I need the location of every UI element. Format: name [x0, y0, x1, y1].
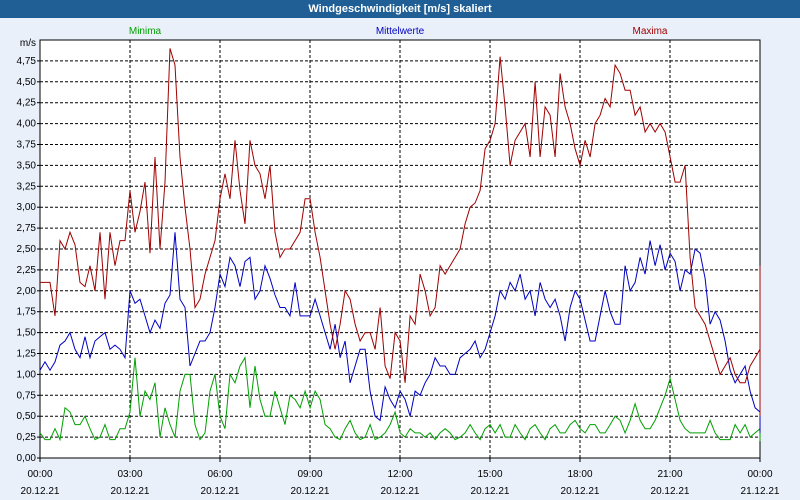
y-tick-label: 4,75 — [17, 56, 37, 67]
x-tick-time-label: 18:00 — [567, 469, 592, 480]
y-tick-label: 1,25 — [17, 349, 37, 360]
x-tick-date-label: 20.12.21 — [471, 486, 510, 497]
x-tick-time-label: 00:00 — [27, 469, 52, 480]
chart-title: Windgeschwindigkeit [m/s] skaliert — [0, 0, 800, 18]
x-tick-date-label: 20.12.21 — [21, 486, 60, 497]
y-tick-label: 0,50 — [17, 411, 37, 422]
y-tick-label: 1,50 — [17, 328, 37, 339]
y-tick-label: 2,25 — [17, 265, 37, 276]
y-tick-label: 0,00 — [17, 453, 37, 464]
y-tick-label: 4,25 — [17, 98, 37, 109]
x-tick-time-label: 09:00 — [297, 469, 322, 480]
x-tick-date-label: 21.12.21 — [741, 486, 780, 497]
y-tick-label: 0,25 — [17, 432, 37, 443]
y-tick-label: 2,00 — [17, 286, 37, 297]
x-tick-time-label: 03:00 — [117, 469, 142, 480]
y-tick-label: 3,50 — [17, 160, 37, 171]
x-tick-time-label: 15:00 — [477, 469, 502, 480]
chart-area: 0,00 0,25 0,50 0,75 1,00 1,25 1,50 1,75 2,00 2,25… — [0, 18, 800, 500]
series-line-mittelwerte — [39, 232, 761, 433]
legend-minima: Minima — [129, 26, 162, 37]
series-line-maxima — [40, 48, 761, 417]
x-tick-date-label: 20.12.21 — [561, 486, 600, 497]
plot-border — [39, 39, 761, 459]
y-tick-label: 1,75 — [17, 307, 37, 318]
x-tick-time-label: 12:00 — [387, 469, 412, 480]
y-tick-label: 3,00 — [17, 202, 37, 213]
y-tick-label: 4,00 — [17, 119, 37, 130]
x-tick-date-label: 20.12.21 — [651, 486, 690, 497]
wind-speed-line-chart: 0,00 0,25 0,50 0,75 1,00 1,25 1,50 1,75 2,00 2,25… — [17, 26, 780, 497]
x-tick-date-label: 20.12.21 — [201, 486, 240, 497]
y-tick-label: 2,50 — [17, 244, 37, 255]
x-tick-time-label: 00:00 — [747, 469, 772, 480]
y-axis-unit-label: m/s — [20, 38, 36, 49]
y-tick-label: 3,25 — [17, 181, 37, 192]
x-tick-date-label: 20.12.21 — [381, 486, 420, 497]
legend-mittelwerte: Mittelwerte — [376, 26, 425, 37]
x-tick-time-label: 06:00 — [207, 469, 232, 480]
x-tick-time-label: 21:00 — [657, 469, 682, 480]
y-tick-label: 3,75 — [17, 140, 37, 151]
y-tick-label: 0,75 — [17, 390, 37, 401]
x-tick-date-label: 20.12.21 — [291, 486, 330, 497]
x-tick-date-label: 20.12.21 — [111, 486, 150, 497]
y-tick-label: 1,00 — [17, 369, 37, 380]
legend-maxima: Maxima — [632, 26, 667, 37]
y-tick-label: 2,75 — [17, 223, 37, 234]
y-tick-label: 4,50 — [17, 77, 37, 88]
